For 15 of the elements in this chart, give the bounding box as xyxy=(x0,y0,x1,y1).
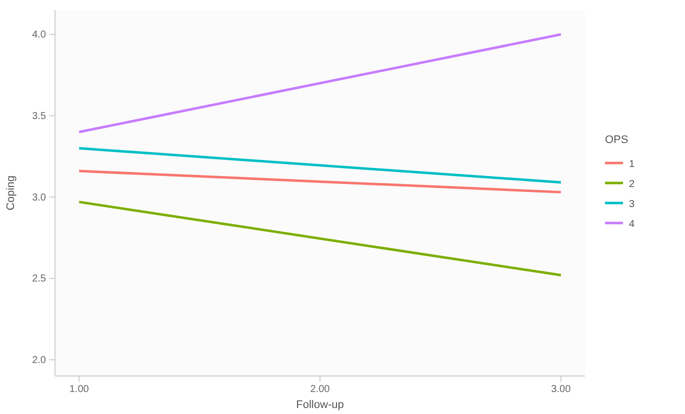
x-tick-label: 3.00 xyxy=(551,384,572,396)
legend-label: 4 xyxy=(629,219,635,230)
y-tick-label: 3.0 xyxy=(32,192,46,204)
legend-title: OPS xyxy=(605,134,628,146)
x-tick-label: 2.00 xyxy=(310,384,330,396)
legend-label: 1 xyxy=(629,159,635,170)
x-axis-title: Follow-up xyxy=(296,399,344,411)
y-axis-title: Coping xyxy=(5,176,17,210)
legend-label: 3 xyxy=(629,199,635,210)
x-tick-label: 1.00 xyxy=(69,384,90,396)
legend-label: 2 xyxy=(629,179,635,190)
y-tick-label: 2.0 xyxy=(32,354,46,366)
y-tick-label: 3.5 xyxy=(32,110,46,122)
y-tick-label: 2.5 xyxy=(32,274,46,285)
y-tick-label: 4.0 xyxy=(32,30,46,41)
